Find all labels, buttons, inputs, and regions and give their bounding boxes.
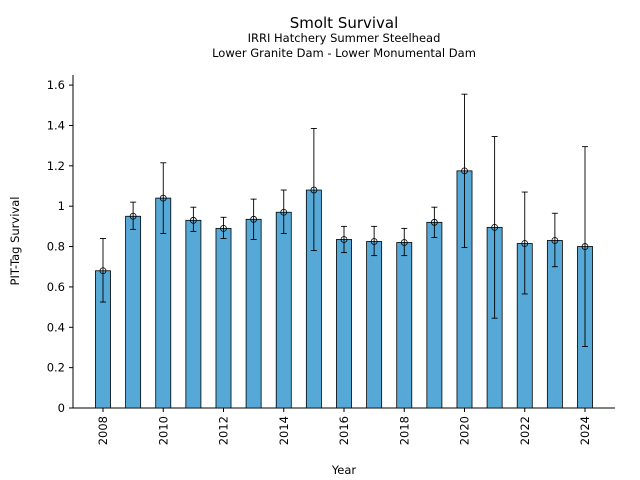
- bar: [366, 241, 383, 409]
- x-axis-label: Year: [331, 463, 357, 477]
- bar: [396, 242, 413, 409]
- point-marker: [189, 216, 197, 224]
- y-axis-label: PIT-Tag Survival: [8, 197, 22, 286]
- x-tick-label: 2024: [578, 416, 592, 445]
- chart-title: Smolt Survival: [290, 14, 399, 32]
- point-marker: [310, 186, 318, 194]
- y-tick-label: 0: [58, 401, 65, 415]
- point-marker: [400, 239, 408, 246]
- y-tick-label: 1.6: [47, 78, 65, 92]
- point-marker: [491, 223, 499, 231]
- point-marker: [280, 208, 288, 216]
- y-tick-label: 1.4: [47, 118, 65, 132]
- x-tick-label: 2022: [518, 416, 532, 445]
- y-tick-label: 1: [58, 199, 65, 213]
- chart-subtitle-line-2: Lower Granite Dam - Lower Monumental Dam: [212, 46, 476, 60]
- point-marker: [159, 194, 167, 202]
- bar: [275, 211, 292, 409]
- x-tick-label: 2012: [217, 416, 231, 445]
- y-tick-label: 0.6: [47, 280, 65, 294]
- x-tick-label: 2016: [337, 416, 351, 445]
- chart-subtitle-line-1: IRRI Hatchery Summer Steelhead: [248, 31, 441, 45]
- x-tick-label: 2020: [458, 416, 472, 445]
- point-marker: [551, 237, 559, 244]
- bar: [125, 215, 142, 409]
- bar: [426, 221, 443, 409]
- point-marker: [581, 243, 589, 250]
- x-tick-label: 2014: [277, 416, 291, 445]
- point-marker: [430, 218, 438, 226]
- point-marker: [99, 267, 107, 275]
- bar: [215, 227, 232, 409]
- x-tick-label: 2018: [397, 416, 411, 445]
- y-tick-label: 0.4: [47, 320, 65, 334]
- point-marker: [461, 167, 468, 175]
- point-marker: [220, 224, 227, 232]
- plot-area: 0 0.2 0.4 0.6 0.8 1 1.2 1.4 1.6 2008 2010 2012 2014 2…: [47, 75, 615, 445]
- bar: [245, 218, 262, 409]
- y-tick-label: 0.2: [47, 361, 65, 375]
- y-tick-label: 1.2: [47, 159, 65, 173]
- point-marker: [521, 240, 529, 247]
- x-tick-label: 2010: [156, 416, 170, 445]
- point-marker: [370, 238, 378, 245]
- point-marker: [250, 215, 258, 223]
- bar: [185, 219, 202, 409]
- bar: [336, 239, 352, 409]
- y-tick-label: 0.8: [47, 240, 65, 254]
- point-marker: [129, 212, 137, 220]
- point-marker: [340, 236, 348, 243]
- x-tick-label: 2008: [96, 416, 110, 445]
